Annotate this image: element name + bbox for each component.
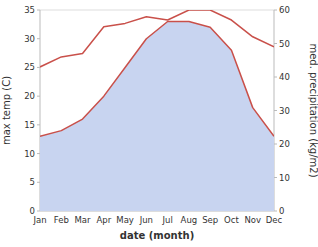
area-fill (40, 21, 274, 211)
y-tick (37, 10, 40, 11)
y2-tick-label: 0 (279, 206, 284, 216)
y2-tick-label: 30 (279, 106, 290, 116)
x-tick-label: Apr (96, 215, 111, 225)
y-tick-label: 20 (24, 91, 35, 101)
y2-tick (274, 43, 277, 44)
x-tick-label: Dec (266, 215, 283, 225)
y-tick-label: 25 (24, 62, 35, 72)
y2-axis-label: med. precipitation (kg/m2) (308, 43, 318, 177)
y-tick-label: 5 (30, 177, 35, 187)
chart: JanFebMarAprMayJunJulAugSepOctNovDec0510… (0, 0, 318, 247)
x-tick-label: Jun (139, 215, 153, 225)
y2-tick (274, 77, 277, 78)
y-tick (37, 211, 40, 212)
y-tick (37, 38, 40, 39)
y-tick (37, 153, 40, 154)
x-tick-label: Jul (162, 215, 173, 225)
y2-tick-label: 60 (279, 5, 290, 15)
y2-tick-label: 50 (279, 39, 290, 49)
y2-tick (274, 211, 277, 212)
y2-tick (274, 177, 277, 178)
x-tick-label: Oct (224, 215, 239, 225)
y-tick (37, 67, 40, 68)
series-line (40, 10, 274, 67)
y-tick (37, 182, 40, 183)
top-line (40, 10, 274, 11)
y-tick-label: 30 (24, 34, 35, 44)
x-tick-label: Feb (54, 215, 69, 225)
x-axis-label: date (month) (120, 230, 194, 241)
y-tick (37, 124, 40, 125)
y2-tick-label: 40 (279, 72, 290, 82)
y2-tick (274, 10, 277, 11)
y-tick (37, 96, 40, 97)
x-tick-label: Nov (244, 215, 261, 225)
x-tick-label: Mar (75, 215, 92, 225)
y2-tick-label: 10 (279, 173, 290, 183)
x-tick-label: Jan (32, 215, 46, 225)
y-tick-label: 10 (24, 149, 35, 159)
plot-area (40, 10, 274, 211)
y-tick-label: 0 (30, 206, 35, 216)
y-tick-label: 15 (24, 120, 35, 130)
y2-tick (274, 144, 277, 145)
y-tick-label: 35 (24, 5, 35, 15)
series-line (40, 21, 274, 136)
y2-tick-label: 20 (279, 139, 290, 149)
y-axis-label: max temp (C) (1, 76, 12, 145)
x-tick-label: Aug (181, 215, 198, 225)
x-tick-label: May (116, 215, 134, 225)
x-tick-label: Sep (202, 215, 218, 225)
y2-tick (274, 110, 277, 111)
